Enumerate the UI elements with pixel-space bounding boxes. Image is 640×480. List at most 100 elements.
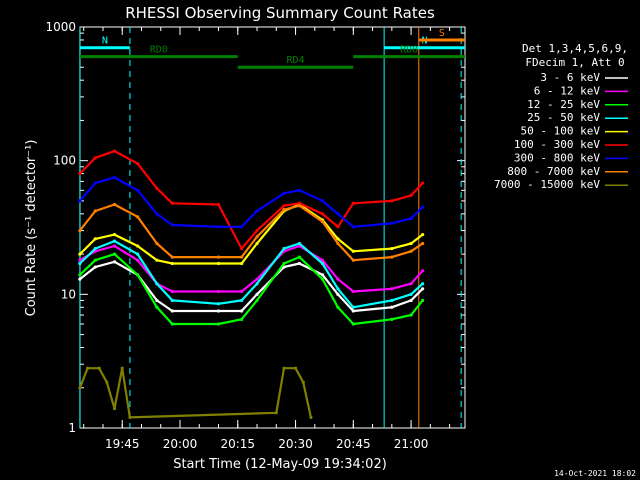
series-point [409, 193, 413, 197]
series-point [336, 305, 340, 309]
series-point [136, 188, 140, 192]
series-point [78, 277, 82, 281]
x-tick-label: 20:00 [163, 437, 198, 451]
series-point [282, 261, 286, 266]
series-point [170, 309, 174, 313]
series-point [170, 223, 174, 227]
series-point [136, 258, 140, 262]
series-point [216, 202, 221, 207]
series-point [320, 273, 325, 277]
series-point [93, 209, 97, 213]
series-point [112, 260, 117, 264]
series-point [240, 246, 244, 251]
series-point [85, 366, 90, 370]
series-point [216, 302, 221, 306]
chart-title: RHESSI Observing Summary Count Rates [125, 4, 435, 22]
series-point [390, 298, 394, 303]
series-point [112, 244, 117, 248]
y-axis-label: Count Rate (s⁻¹ detector⁻¹) [24, 140, 39, 317]
series-point [136, 162, 140, 166]
series-point [282, 208, 286, 212]
series-point [255, 235, 259, 239]
annotation-label: N [102, 36, 108, 47]
series-point [421, 205, 425, 209]
series-point [336, 241, 340, 246]
series-point [336, 212, 340, 216]
series-line [78, 367, 312, 419]
series-point [78, 172, 82, 176]
series-point [78, 228, 82, 233]
legend-header-line-1: Det 1,3,4,5,6,9, [522, 42, 628, 55]
series-point [255, 209, 259, 213]
series-point [155, 305, 159, 309]
series-point [155, 186, 159, 191]
series-point [297, 201, 301, 205]
series-point [255, 298, 259, 303]
y-tick-label: 100 [53, 154, 76, 168]
series-point [216, 289, 221, 294]
series-point [128, 415, 132, 420]
series-point [336, 277, 340, 281]
annotation-label: RD0 [400, 45, 418, 56]
series-point [170, 289, 174, 294]
series-point [301, 380, 305, 384]
series-point [170, 298, 174, 303]
x-tick-label: 19:45 [105, 437, 140, 451]
series-point [421, 298, 425, 303]
series-point [390, 246, 394, 251]
series-point [255, 241, 259, 246]
legend-label: 6 - 12 keV [534, 84, 601, 97]
series-point [155, 282, 159, 286]
y-tick-label: 1 [68, 421, 76, 435]
series-point [78, 252, 82, 256]
legend-label: 7000 - 15000 keV [494, 178, 600, 191]
legend-label: 50 - 100 keV [521, 125, 601, 138]
series-point [351, 305, 355, 309]
series-point [216, 322, 221, 326]
series-point [409, 216, 413, 220]
x-axis-label: Start Time (12-May-09 19:34:02) [173, 457, 387, 472]
series-point [93, 265, 97, 269]
legend-label: 3 - 6 keV [540, 71, 600, 84]
series-point [155, 298, 159, 303]
y-tick-label: 10 [61, 287, 76, 301]
x-tick-label: 20:15 [220, 437, 255, 451]
series-point [255, 277, 259, 281]
series-point [155, 212, 159, 216]
series-point [351, 258, 355, 262]
series-point [120, 366, 124, 370]
series-point [297, 261, 301, 266]
series-point [240, 255, 244, 259]
series-point [93, 246, 97, 251]
series-point [112, 202, 117, 207]
series-point [136, 215, 140, 219]
y-tick-label: 1000 [45, 20, 76, 34]
series-point [93, 237, 97, 241]
series-point [297, 241, 301, 246]
series-point [351, 289, 355, 294]
series-point [421, 232, 425, 237]
x-tick-label: 20:45 [336, 437, 371, 451]
series-point [112, 149, 117, 153]
series-point [390, 305, 394, 309]
series-point [351, 322, 355, 326]
series-point [170, 201, 174, 205]
series-point [297, 255, 301, 259]
series-point [390, 199, 394, 203]
series-point [297, 204, 301, 208]
annotation-label: S [439, 28, 445, 39]
series-point [170, 255, 174, 259]
series-point [240, 298, 244, 303]
series-point [409, 282, 413, 286]
series-point [216, 261, 221, 266]
series-point [93, 181, 97, 185]
series-point [240, 261, 244, 266]
series-point [320, 258, 325, 262]
series-point [155, 258, 159, 262]
series-point [282, 246, 286, 251]
series-point [336, 292, 340, 296]
series-point [293, 366, 298, 370]
series-point [216, 309, 221, 313]
timestamp: 14-Oct-2021 18:02 [554, 469, 636, 478]
